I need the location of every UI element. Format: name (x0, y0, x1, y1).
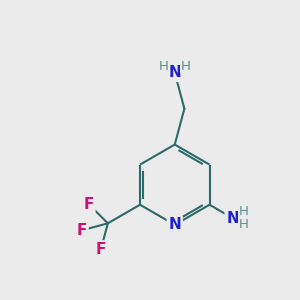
Text: H: H (158, 60, 168, 73)
Text: H: H (239, 218, 249, 231)
Text: F: F (77, 223, 87, 238)
Text: F: F (84, 197, 94, 212)
Text: H: H (181, 60, 191, 73)
Text: H: H (239, 205, 249, 218)
Text: N: N (168, 217, 181, 232)
Text: N: N (226, 211, 239, 226)
Text: F: F (96, 242, 106, 257)
Text: N: N (168, 65, 181, 80)
